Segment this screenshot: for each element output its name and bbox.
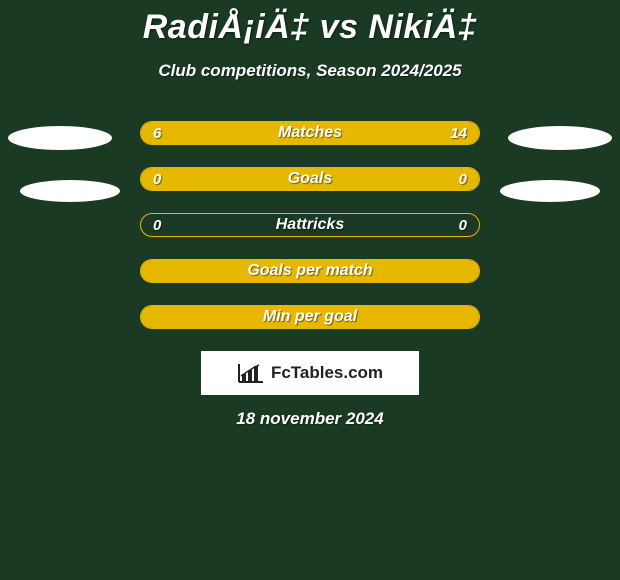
stat-label: Min per goal [263, 308, 357, 326]
stat-row-hattricks: 0 Hattricks 0 [140, 213, 480, 237]
logo-text: FcTables.com [271, 363, 383, 383]
stat-right-value: 0 [459, 171, 467, 188]
stat-row-goals-per-match: Goals per match [140, 259, 480, 283]
subtitle: Club competitions, Season 2024/2025 [0, 61, 620, 81]
stat-label: Hattricks [276, 216, 344, 234]
stat-row-min-per-goal: Min per goal [140, 305, 480, 329]
stat-label: Matches [278, 124, 342, 142]
stat-label: Goals [288, 170, 332, 188]
stat-row-goals: 0 Goals 0 [140, 167, 480, 191]
source-logo: FcTables.com [201, 351, 419, 395]
stat-fill-right [236, 122, 479, 144]
stat-left-value: 0 [153, 217, 161, 234]
player1-avatar [8, 126, 112, 150]
bar-chart-icon [237, 362, 265, 384]
stat-left-value: 0 [153, 171, 161, 188]
player2-team-badge [500, 180, 600, 202]
player1-team-badge [20, 180, 120, 202]
stat-right-value: 14 [450, 125, 467, 142]
root-panel: RadiÅ¡iÄ‡ vs NikiÄ‡ Club competitions, S… [0, 0, 620, 580]
date-label: 18 november 2024 [0, 409, 620, 429]
logo-inner: FcTables.com [237, 362, 383, 384]
stat-right-value: 0 [459, 217, 467, 234]
page-title: RadiÅ¡iÄ‡ vs NikiÄ‡ [0, 0, 620, 47]
stat-label: Goals per match [247, 262, 372, 280]
player2-avatar [508, 126, 612, 150]
stat-row-matches: 6 Matches 14 [140, 121, 480, 145]
stat-left-value: 6 [153, 125, 161, 142]
